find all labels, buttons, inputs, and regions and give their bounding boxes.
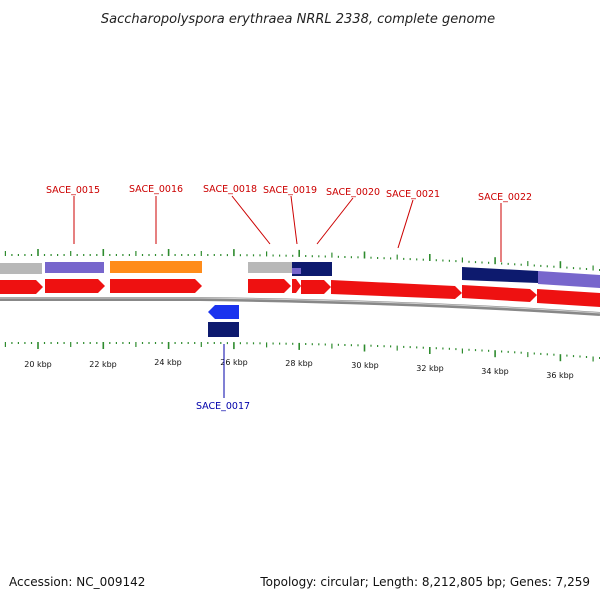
cds-arrow-fwd-3[interactable]: [110, 279, 202, 293]
genome-summary-text: Topology: circular; Length: 8,212,805 bp…: [259, 575, 590, 589]
gene-label-sace-0020[interactable]: SACE_0020: [326, 187, 380, 198]
reverse-cds-track: [208, 305, 239, 337]
scale-label: 20 kbp: [24, 360, 52, 369]
scale-label: 32 kbp: [416, 364, 444, 373]
gene-label-sace-0017[interactable]: SACE_0017: [196, 401, 250, 412]
feature-bar-navy-large[interactable]: [462, 267, 538, 283]
feature-bar-lavender-right[interactable]: [538, 271, 600, 288]
cds-arrow-fwd-7[interactable]: [331, 280, 462, 299]
inner-scale-ticks: [4, 342, 600, 362]
cds-arrow-rev-1[interactable]: [208, 305, 239, 319]
feature-bar-navy-small-inset: [292, 268, 301, 274]
feature-bar-gray-mid[interactable]: [248, 262, 292, 273]
genome-backbone-highlight: [0, 297, 600, 314]
cds-arrow-fwd-9[interactable]: [537, 289, 600, 307]
gene-labels: SACE_0015 SACE_0016 SACE_0018 SACE_0019 …: [46, 184, 532, 412]
outer-scale-ticks: [4, 249, 600, 271]
scale-label: 34 kbp: [481, 367, 509, 376]
feature-bar-navy-small[interactable]: [292, 262, 332, 276]
map-title: Saccharopolyspora erythraea NRRL 2338, c…: [101, 12, 495, 27]
scale-label: 26 kbp: [220, 358, 248, 367]
scale-label: 22 kbp: [89, 360, 117, 369]
gene-label-sace-0015[interactable]: SACE_0015: [46, 185, 100, 196]
genome-backbone: [0, 297, 600, 316]
gene-label-sace-0019[interactable]: SACE_0019: [263, 185, 317, 196]
scale-label: 30 kbp: [351, 361, 379, 370]
feature-bar-gray-left[interactable]: [0, 263, 42, 274]
accession-text: Accession: NC_009142: [9, 575, 145, 589]
gene-label-sace-0021[interactable]: SACE_0021: [386, 189, 440, 200]
cds-arrow-fwd-2[interactable]: [45, 279, 105, 293]
gene-label-sace-0022[interactable]: SACE_0022: [478, 192, 532, 203]
scale-label: 28 kbp: [285, 359, 313, 368]
gene-label-sace-0018[interactable]: SACE_0018: [203, 184, 257, 195]
scale-label: 24 kbp: [154, 358, 182, 367]
cds-arrow-fwd-4[interactable]: [248, 279, 291, 293]
feature-bar-lavender[interactable]: [45, 262, 104, 273]
gene-label-sace-0016[interactable]: SACE_0016: [129, 184, 183, 195]
cds-arrow-fwd-5[interactable]: [292, 279, 301, 293]
forward-cds-track: [0, 279, 600, 307]
gene-label-leaders: [73, 195, 502, 398]
feature-track: [0, 261, 600, 288]
feature-bar-orange[interactable]: [110, 261, 202, 273]
scale-label: 36 kbp: [546, 371, 574, 380]
cds-arrow-fwd-6[interactable]: [301, 280, 331, 294]
scale-labels: 20 kbp 22 kbp 24 kbp 26 kbp 28 kbp 30 kb…: [24, 358, 574, 380]
feature-bar-navy-reverse[interactable]: [208, 322, 239, 337]
cds-arrow-fwd-1[interactable]: [0, 280, 43, 294]
cds-arrow-fwd-8[interactable]: [462, 285, 537, 302]
